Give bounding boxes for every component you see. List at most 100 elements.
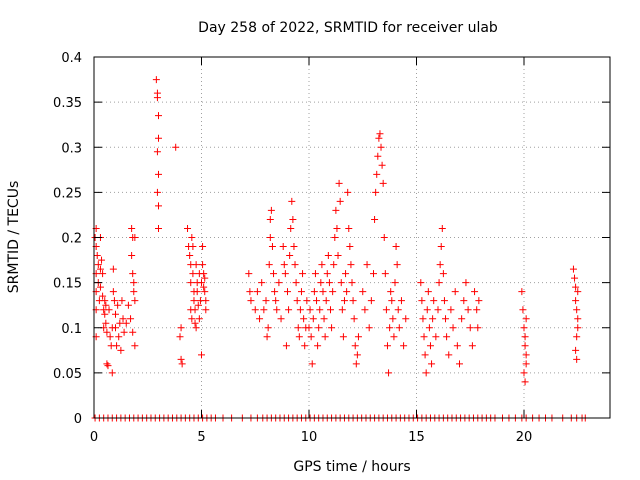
data-point bbox=[273, 306, 281, 314]
data-point bbox=[345, 224, 353, 232]
data-point bbox=[131, 297, 139, 305]
y-tick-label: 0.05 bbox=[53, 367, 82, 382]
data-point bbox=[155, 112, 162, 120]
data-point bbox=[436, 261, 444, 269]
data-point bbox=[200, 270, 208, 278]
data-point bbox=[287, 224, 295, 232]
data-point bbox=[130, 288, 138, 296]
data-point bbox=[400, 342, 408, 350]
data-point bbox=[102, 319, 110, 327]
data-point bbox=[320, 315, 328, 323]
data-point bbox=[288, 197, 296, 205]
data-point bbox=[202, 297, 210, 305]
data-point bbox=[385, 369, 393, 377]
data-point bbox=[521, 342, 529, 350]
data-point bbox=[420, 333, 428, 341]
data-point bbox=[246, 288, 254, 296]
data-point bbox=[363, 261, 371, 269]
data-point bbox=[323, 270, 331, 278]
data-point bbox=[192, 261, 200, 269]
data-point bbox=[124, 301, 132, 309]
data-point bbox=[350, 315, 358, 323]
data-point bbox=[381, 270, 389, 278]
data-point bbox=[386, 324, 394, 332]
data-point bbox=[99, 292, 107, 300]
data-point bbox=[116, 319, 124, 327]
data-point bbox=[522, 351, 530, 359]
data-point bbox=[521, 333, 529, 341]
data-point bbox=[98, 256, 106, 264]
data-point bbox=[251, 306, 259, 314]
data-point bbox=[445, 351, 453, 359]
data-point bbox=[451, 288, 459, 296]
data-point bbox=[297, 288, 305, 296]
data-point bbox=[311, 270, 319, 278]
data-point bbox=[435, 279, 443, 287]
data-point bbox=[191, 319, 199, 327]
data-point bbox=[101, 297, 109, 305]
data-point bbox=[102, 301, 110, 309]
data-point bbox=[103, 328, 111, 336]
data-point bbox=[200, 283, 208, 291]
y-tick-label: 0 bbox=[74, 412, 82, 427]
data-point bbox=[328, 324, 336, 332]
data-point bbox=[120, 328, 128, 336]
data-point bbox=[447, 306, 455, 314]
data-point bbox=[309, 315, 317, 323]
data-point bbox=[260, 306, 268, 314]
data-point bbox=[367, 297, 375, 305]
x-tick-label: 15 bbox=[408, 430, 425, 445]
data-point bbox=[271, 288, 279, 296]
data-point bbox=[119, 315, 127, 323]
data-point bbox=[152, 76, 160, 84]
y-axis-label: SRMTID / TECUs bbox=[6, 181, 22, 294]
data-point bbox=[296, 306, 304, 314]
data-point bbox=[449, 324, 457, 332]
data-point bbox=[262, 297, 270, 305]
data-point bbox=[122, 319, 130, 327]
data-point bbox=[335, 179, 343, 187]
y-tick-label: 0.15 bbox=[53, 277, 82, 292]
data-point bbox=[314, 342, 322, 350]
data-point bbox=[313, 297, 321, 305]
data-point bbox=[177, 355, 185, 363]
data-point bbox=[359, 288, 367, 296]
data-point bbox=[374, 152, 382, 160]
data-point bbox=[247, 297, 255, 305]
data-point bbox=[333, 224, 341, 232]
data-point bbox=[189, 270, 197, 278]
data-point bbox=[338, 306, 346, 314]
data-point bbox=[387, 288, 395, 296]
data-point bbox=[417, 279, 425, 287]
data-point bbox=[471, 288, 479, 296]
data-point bbox=[518, 288, 526, 296]
data-point bbox=[520, 324, 528, 332]
data-point bbox=[522, 360, 530, 368]
data-point bbox=[310, 288, 318, 296]
data-point bbox=[321, 333, 329, 341]
data-point bbox=[315, 324, 323, 332]
data-point bbox=[202, 306, 210, 314]
data-point bbox=[468, 342, 476, 350]
data-point bbox=[188, 234, 196, 241]
data-point bbox=[424, 288, 432, 296]
data-point bbox=[245, 270, 253, 278]
data-point bbox=[349, 297, 357, 305]
data-point bbox=[307, 333, 315, 341]
data-point bbox=[285, 306, 293, 314]
data-point bbox=[344, 188, 352, 196]
data-point bbox=[184, 224, 192, 232]
data-point bbox=[397, 297, 405, 305]
data-point bbox=[372, 188, 380, 196]
data-point bbox=[280, 261, 288, 269]
data-point bbox=[103, 360, 111, 368]
data-point bbox=[187, 279, 195, 287]
data-point bbox=[305, 324, 313, 332]
data-point bbox=[155, 224, 162, 232]
data-point bbox=[348, 279, 356, 287]
data-point bbox=[429, 315, 437, 323]
data-point bbox=[421, 351, 429, 359]
y-tick-label: 0.3 bbox=[61, 141, 82, 156]
data-point bbox=[105, 306, 113, 314]
data-point bbox=[393, 261, 401, 269]
